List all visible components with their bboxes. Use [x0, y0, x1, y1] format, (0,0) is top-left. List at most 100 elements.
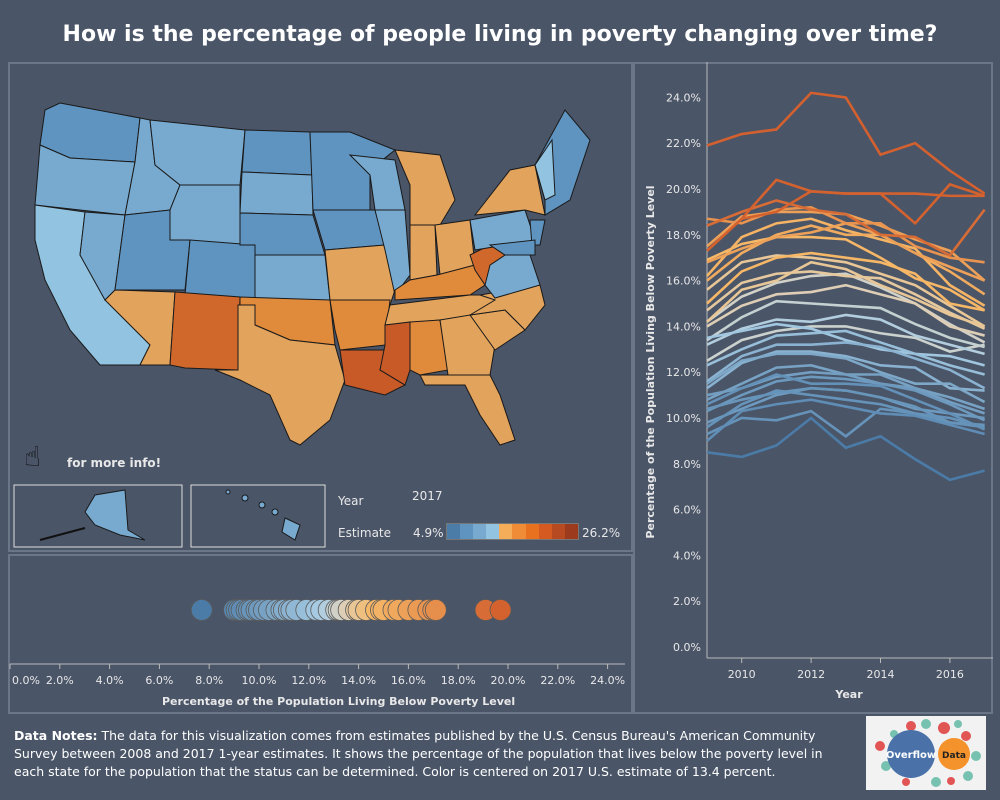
state-al[interactable]: [409, 319, 449, 376]
color-legend: [446, 523, 579, 540]
series-line[interactable]: [706, 260, 986, 328]
strip-tick-label: 16.0%: [391, 674, 426, 687]
dot-strip-chart: 0.0% 2.0% 4.0% 6.0% 8.0% 10.0% 12.0% 14.0% 16.0%…: [9, 599, 625, 687]
series-line[interactable]: [706, 283, 985, 337]
logo-left-text: Overflow: [886, 750, 936, 761]
state-fl[interactable]: [419, 374, 516, 446]
series-line[interactable]: [706, 416, 985, 482]
series-line[interactable]: [706, 329, 985, 376]
series-line[interactable]: [706, 235, 986, 312]
state-nj[interactable]: [529, 219, 546, 246]
state-vt-nh[interactable]: [534, 138, 556, 201]
series-line[interactable]: [706, 313, 985, 356]
series-line[interactable]: [706, 91, 986, 195]
state-sd[interactable]: [239, 171, 314, 216]
state-dot[interactable]: [424, 599, 447, 621]
strip-tick-label: 22.0%: [540, 674, 575, 687]
state-tx[interactable]: [214, 304, 346, 446]
notes-text: The data for this visualization comes fr…: [14, 728, 823, 779]
series-line[interactable]: [706, 178, 986, 252]
y-tick-label: 8.0%: [673, 458, 701, 471]
strip-tick-label: 24.0%: [590, 674, 625, 687]
y-tick-label: 6.0%: [673, 504, 701, 517]
y-tick-label: 10.0%: [666, 412, 701, 425]
strip-tick-label: 12.0%: [291, 674, 326, 687]
legend-swatch: [551, 524, 565, 539]
line-chart-panel: [633, 62, 993, 714]
data-notes: Data Notes: The data for this visualizat…: [14, 727, 854, 781]
legend-swatch: [460, 524, 474, 539]
strip-tick-label: 20.0%: [491, 674, 526, 687]
y-tick-label: 16.0%: [666, 275, 701, 288]
state-ia[interactable]: [312, 209, 386, 251]
state-md[interactable]: [488, 239, 536, 256]
strip-tick-label: 10.0%: [242, 674, 277, 687]
strip-x-label: Percentage of the Population Living Belo…: [162, 695, 516, 708]
x-tick-label: 2016: [936, 668, 964, 681]
state-nd[interactable]: [241, 129, 313, 176]
legend-min: 4.9%: [413, 526, 444, 540]
logo-right-text: Data: [942, 751, 966, 761]
series-line[interactable]: [706, 217, 986, 307]
legend-swatch: [512, 524, 526, 539]
series-line[interactable]: [706, 251, 985, 312]
state-dot[interactable]: [489, 599, 512, 621]
state-ny[interactable]: [473, 164, 546, 216]
series-line[interactable]: [706, 270, 986, 330]
series-line[interactable]: [706, 373, 986, 431]
series-line[interactable]: [706, 322, 985, 367]
line-chart: 0.0% 2.0% 4.0% 6.0% 8.0% 10.0% 12.0% 14.0% 16.0%…: [644, 62, 993, 701]
dashboard-title: How is the percentage of people living i…: [62, 22, 938, 47]
series-line[interactable]: [706, 389, 985, 429]
series-line[interactable]: [706, 224, 986, 296]
y-axis-label: Percentage of the Population Living Belo…: [644, 185, 657, 538]
series-line[interactable]: [706, 206, 985, 264]
strip-tick-label: 18.0%: [441, 674, 476, 687]
legend-swatch: [538, 524, 552, 539]
series-line[interactable]: [706, 299, 985, 349]
y-tick-label: 20.0%: [666, 183, 701, 196]
state-co[interactable]: [184, 239, 256, 301]
series-line[interactable]: [706, 341, 986, 390]
strip-tick-label: 14.0%: [341, 674, 376, 687]
series-line[interactable]: [706, 375, 986, 422]
series-line[interactable]: [706, 325, 985, 362]
overflow-data-logo[interactable]: Overflow Data: [866, 716, 986, 790]
more-info-link[interactable]: for more info!: [67, 456, 162, 470]
state-ar[interactable]: [329, 299, 391, 351]
state-ks[interactable]: [254, 254, 331, 301]
x-axis-label: Year: [834, 688, 863, 701]
state-nc[interactable]: [469, 284, 546, 331]
map-panel: [8, 62, 633, 552]
state-hi[interactable]: [225, 489, 301, 541]
legend-swatch: [486, 524, 500, 539]
state-wy[interactable]: [169, 184, 241, 246]
series-line[interactable]: [706, 352, 986, 404]
series-line[interactable]: [706, 254, 986, 328]
state-in[interactable]: [409, 224, 438, 281]
state-dot[interactable]: [190, 599, 213, 621]
y-tick-label: 24.0%: [666, 91, 701, 104]
series-line[interactable]: [706, 407, 985, 438]
state-ak[interactable]: [84, 489, 146, 541]
y-tick-label: 14.0%: [666, 320, 701, 333]
strip-panel: [8, 554, 633, 714]
state-nm[interactable]: [169, 291, 241, 371]
y-tick-label: 18.0%: [666, 229, 701, 242]
legend-swatch: [564, 524, 578, 539]
legend-swatch: [447, 524, 461, 539]
strip-tick-label: 4.0%: [96, 674, 124, 687]
strip-tick-label: 2.0%: [46, 674, 74, 687]
year-value[interactable]: 2017: [412, 489, 443, 503]
strip-tick-label: 6.0%: [145, 674, 173, 687]
x-tick-label: 2012: [797, 668, 825, 681]
x-tick-label: 2014: [867, 668, 895, 681]
series-line[interactable]: [706, 199, 986, 258]
series-line[interactable]: [706, 398, 985, 442]
state-mo[interactable]: [324, 244, 396, 306]
pointer-hand-icon[interactable]: ☝: [24, 440, 42, 473]
us-map[interactable]: [0, 0, 633, 552]
estimate-label: Estimate: [338, 526, 392, 540]
state-ak-islands: [39, 527, 86, 541]
y-tick-label: 2.0%: [673, 595, 701, 608]
